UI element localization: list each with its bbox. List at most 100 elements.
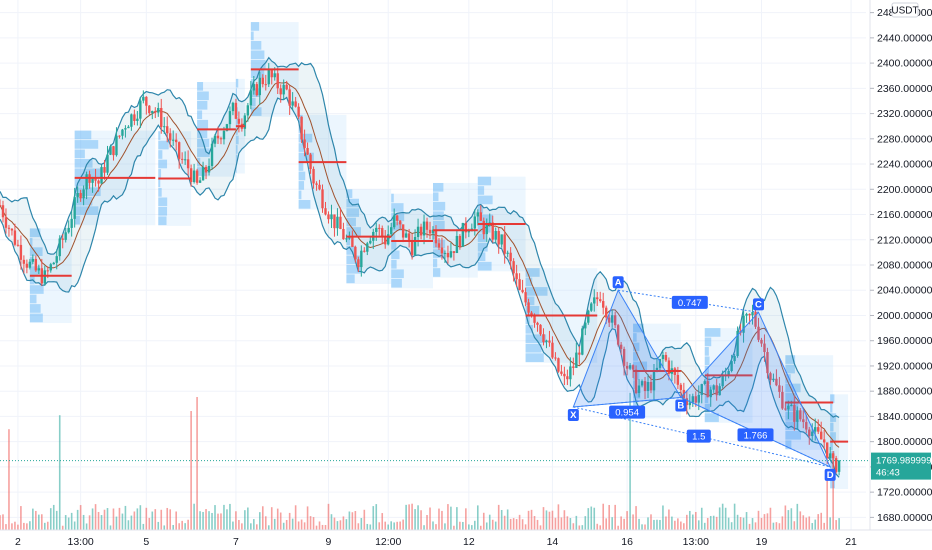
volume-profile-bar (391, 269, 404, 279)
volume-bar (64, 515, 67, 530)
candle-body (733, 355, 736, 362)
price-axis[interactable]: 1680.0000001720.0000001760.0000001800.00… (870, 7, 932, 524)
volume-bar (26, 523, 28, 530)
pattern-point-c[interactable]: C (755, 300, 762, 311)
pattern-ratio-box[interactable] (671, 295, 708, 309)
volume-bar (775, 522, 778, 530)
pattern-point-x[interactable]: X (570, 410, 577, 421)
candle-body (407, 233, 411, 242)
candle-body (133, 114, 136, 121)
volume-bar (796, 503, 799, 530)
pattern-ratio-label[interactable]: 0.747 (678, 298, 702, 309)
volume-profile-bar (197, 148, 210, 157)
candle-body (148, 105, 151, 114)
pattern-point-x-box[interactable] (567, 408, 579, 421)
volume-bar (259, 512, 261, 530)
volume-profile-bar (158, 150, 163, 159)
volume-bar (781, 516, 784, 530)
volume-bar (479, 525, 482, 530)
volume-bar (494, 521, 497, 530)
candle-body (467, 231, 471, 233)
volume-bar (471, 525, 473, 530)
volume-bar (157, 521, 160, 530)
pattern-ratio-label[interactable]: 1.766 (744, 430, 768, 441)
price-tick-label: 1880.000000 (877, 386, 932, 398)
volume-bar (253, 519, 255, 530)
volume-bar (724, 507, 727, 530)
candle-body (306, 148, 309, 155)
candle-body (139, 100, 142, 119)
volume-bar (689, 510, 691, 530)
pattern-ratio-label[interactable]: 0.954 (615, 408, 639, 419)
time-tick-label: 12 (463, 536, 475, 548)
pattern-point-c-box[interactable] (752, 298, 764, 311)
time-axis[interactable]: 2 13:00 5 7 9 12:00 12 14 16 13:00 19 21 (15, 536, 857, 548)
pattern-point-a-box[interactable] (612, 276, 624, 289)
pattern-point-a[interactable]: A (615, 277, 622, 288)
volume-profile-bar (29, 247, 43, 256)
candle-body (437, 243, 441, 248)
volume-bar (805, 517, 808, 530)
volume-bar (590, 506, 593, 530)
candle-body (121, 129, 124, 136)
volume-profile-bar (29, 313, 43, 323)
candle-body (491, 222, 494, 240)
pattern-ratio-box[interactable] (686, 429, 711, 443)
candle-body (366, 243, 369, 252)
pattern-point-d[interactable]: D (827, 470, 834, 481)
volume-bar (503, 515, 506, 530)
volume-bar (288, 512, 291, 530)
time-tick-label: 2 (15, 536, 21, 548)
volume-profile-bar (433, 182, 444, 192)
volume-bar (43, 522, 46, 530)
candle-body (455, 235, 459, 254)
harmonic-pattern-layer[interactable]: X A B C D 0.747 0.954 1.5 1.766 (567, 276, 836, 481)
candle-body (276, 73, 279, 89)
volume-bar (163, 525, 166, 530)
volume-bar (715, 516, 718, 530)
candle-body (228, 111, 232, 125)
pattern-xb-dashed (573, 397, 681, 408)
volume-bar (444, 523, 446, 530)
volume-bar (130, 515, 133, 530)
candle-body (97, 180, 100, 184)
time-tick-label: 14 (547, 536, 559, 548)
volume-profile-bar (158, 216, 167, 226)
candle-body (425, 221, 429, 230)
volume-bar (656, 519, 658, 530)
candle-body (837, 460, 841, 472)
candle-body (817, 427, 820, 432)
price-tick-label: 1800.000000 (877, 436, 932, 448)
volume-profile-bar (525, 268, 540, 277)
candle-body (637, 385, 641, 394)
volume-bar (103, 509, 106, 530)
volume-bar (662, 505, 664, 530)
volume-bar (393, 522, 395, 530)
volume-bar (536, 519, 539, 530)
candle-body (219, 138, 223, 140)
volume-bar (235, 511, 237, 530)
volume-bar (8, 429, 10, 530)
candle-body (375, 227, 378, 232)
candle-body (464, 222, 468, 233)
pattern-ratio-box[interactable] (609, 405, 646, 419)
candle-body (103, 167, 106, 173)
pattern-point-d-box[interactable] (824, 468, 836, 481)
volume-profile-bar (74, 215, 80, 225)
volume-bar (608, 504, 610, 530)
candle-body (297, 106, 300, 117)
volume-profile-bar (158, 188, 162, 197)
candle-body (163, 126, 166, 128)
pattern-point-b[interactable]: B (677, 401, 684, 412)
volume-bar (793, 521, 796, 530)
candle-body (357, 259, 360, 268)
candle-body (285, 84, 288, 90)
volume-bar (300, 519, 303, 530)
pattern-ratio-box[interactable] (737, 428, 774, 442)
candle-body (321, 189, 324, 209)
pattern-ratio-label[interactable]: 1.5 (692, 432, 705, 443)
volume-bar (85, 523, 88, 530)
pattern-point-b-box[interactable] (675, 399, 687, 412)
volume-bar (339, 520, 342, 530)
